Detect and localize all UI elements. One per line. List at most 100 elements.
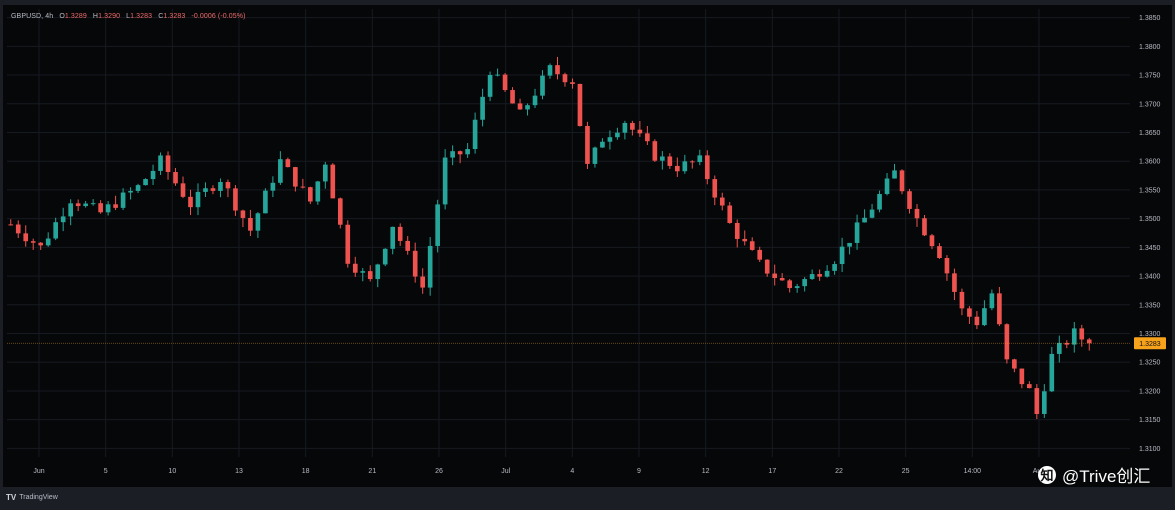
y-axis: 1.3100 1.3150 1.3200 1.3250 1.3300 1.3350 1.34… [1139, 15, 1161, 453]
legend-open-label: O [59, 13, 65, 20]
candle-body [637, 129, 643, 134]
candle-body [547, 65, 553, 76]
candle-body [1004, 324, 1010, 360]
candles [8, 56, 1092, 420]
candle-body [727, 205, 733, 223]
candle-body [337, 198, 343, 225]
last-price-label: 1.3283 [1139, 341, 1161, 348]
x-tick-label: 21 [368, 468, 376, 475]
candle-body [517, 103, 523, 110]
candle-body [158, 155, 163, 171]
candle-body [420, 276, 425, 288]
legend-low-label: L [126, 13, 131, 20]
price-chart[interactable]: 1.3283 1.31001.31501.32001.32501.33001.3… [3, 5, 1172, 487]
candle-body [255, 213, 261, 231]
candle-body [1079, 328, 1085, 340]
candle-body [877, 194, 882, 210]
candle-body [143, 179, 148, 186]
candle-body [315, 181, 321, 202]
candle-body [772, 273, 778, 279]
candle-body [704, 155, 710, 180]
zhihu-logo-icon: 知 [1038, 465, 1056, 484]
candle-body [375, 264, 381, 280]
legend-symbol[interactable]: GBPUSD [11, 13, 42, 20]
candle-body [787, 280, 792, 289]
candle-body [412, 250, 418, 277]
candle-body [98, 203, 103, 213]
candle-body [218, 182, 223, 191]
candle-body [322, 164, 328, 182]
tradingview-logo[interactable]: TV TradingView [6, 493, 58, 502]
candle-body [937, 246, 942, 258]
x-tick-label: 10 [168, 468, 176, 475]
candle-body [802, 279, 807, 287]
candle-body [577, 83, 583, 127]
candle-body [555, 65, 560, 75]
tradingview-logo-icon: TV [6, 493, 17, 502]
candle-body [180, 183, 186, 197]
y-tick-label: 1.3450 [1139, 245, 1161, 252]
candle-body [465, 149, 470, 155]
legend-timeframe[interactable]: 4h [45, 13, 54, 20]
candle-body [525, 105, 530, 110]
candle-body [854, 222, 860, 243]
candle-body [225, 182, 231, 189]
candle-body [652, 141, 658, 161]
x-tick-label: 5 [104, 468, 108, 475]
watermark-text: @Trive创汇 [1062, 467, 1151, 486]
y-tick-label: 1.3150 [1139, 417, 1161, 424]
candle-body [764, 259, 770, 274]
candle-body [540, 75, 545, 96]
candle-body [150, 170, 156, 180]
candle-body [23, 233, 29, 242]
candle-body [1012, 359, 1017, 369]
candle-body [757, 249, 763, 260]
candle-body [734, 222, 740, 239]
candle-body [8, 224, 14, 226]
symbol-legend: GBPUSD, 4h O1.3289 H1.3290 L1.3283 C1.32… [11, 13, 246, 20]
candle-body [562, 74, 568, 83]
candle-body [1027, 384, 1032, 389]
candle-body [997, 293, 1002, 325]
x-tick-label: 9 [637, 468, 641, 475]
y-tick-label: 1.3800 [1139, 44, 1161, 51]
candle-body [869, 209, 875, 218]
candle-body [203, 188, 208, 192]
candle-body [600, 141, 605, 148]
candle-body [892, 170, 897, 179]
candle-body [749, 241, 755, 250]
y-tick-label: 1.3600 [1139, 159, 1161, 166]
grid [7, 9, 1130, 457]
candle-body [300, 186, 306, 188]
candle-body [165, 155, 171, 173]
candle-body [397, 226, 403, 241]
last-price-badge [1134, 337, 1166, 350]
candle-body [270, 182, 276, 191]
candle-body [907, 191, 912, 209]
legend-high-label: H [92, 13, 99, 20]
candle-body [622, 122, 628, 133]
candle-body [1071, 328, 1077, 345]
candle-body [405, 240, 411, 251]
x-tick-label: 22 [835, 468, 843, 475]
candle-body [45, 238, 51, 246]
candle-body [839, 246, 845, 265]
candle-body [847, 242, 852, 247]
candle-body [952, 273, 957, 292]
x-tick-label: 13 [235, 468, 243, 475]
y-tick-label: 1.3250 [1139, 360, 1161, 367]
candle-body [832, 264, 837, 271]
legend-open-value: 1.3289 [64, 13, 87, 20]
candle-body [682, 161, 688, 172]
candle-body [809, 274, 815, 280]
legend-high-value: 1.3290 [98, 13, 121, 20]
candle-body [742, 238, 748, 242]
y-tick-label: 1.3300 [1139, 331, 1161, 338]
candle-body [330, 164, 336, 199]
candle-body [173, 172, 178, 184]
candle-body [30, 241, 36, 243]
candle-body [862, 217, 867, 223]
candle-body [675, 165, 680, 172]
x-tick-label: 12 [702, 468, 710, 475]
last-price-line: 1.3283 [7, 337, 1166, 350]
